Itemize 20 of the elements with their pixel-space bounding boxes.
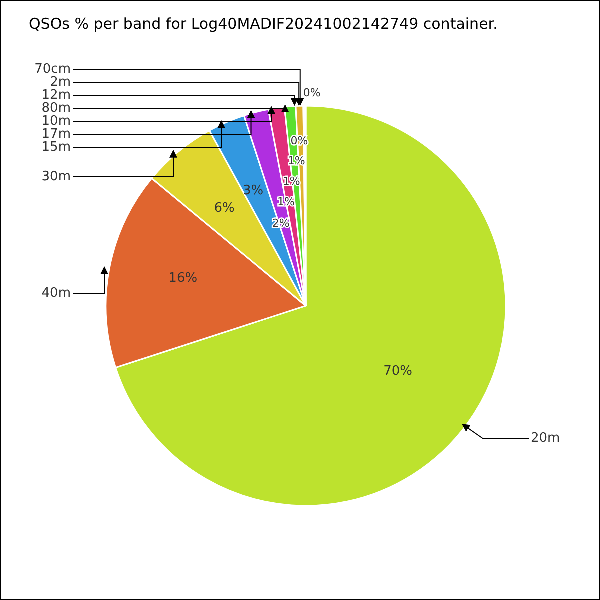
data-label: 1% <box>282 174 300 188</box>
data-label: 16% <box>168 271 198 286</box>
data-label: 70% <box>384 364 413 380</box>
slice-label: 17m <box>42 126 71 142</box>
slice-label: 15m <box>42 140 71 155</box>
slice-label: 10m <box>42 114 71 129</box>
slice-label: 2m <box>50 74 71 90</box>
data-label: 1% <box>278 196 296 209</box>
slice-label: 30m <box>42 169 71 184</box>
data-label: 3% <box>243 183 264 198</box>
slice-label: 40m <box>42 286 71 302</box>
slice-label: 12m <box>42 88 71 103</box>
data-label: 0% <box>303 86 321 100</box>
slice-label: 20m <box>531 431 560 446</box>
data-label: 1% <box>288 154 306 168</box>
slice-label: 80m <box>42 100 71 116</box>
data-label: 0% <box>290 134 308 148</box>
chart-title: QSOs % per band for Log40MADIF20241002142749 container. <box>29 15 498 33</box>
slice-label: 70cm <box>34 62 71 77</box>
data-label: 6% <box>214 201 235 216</box>
